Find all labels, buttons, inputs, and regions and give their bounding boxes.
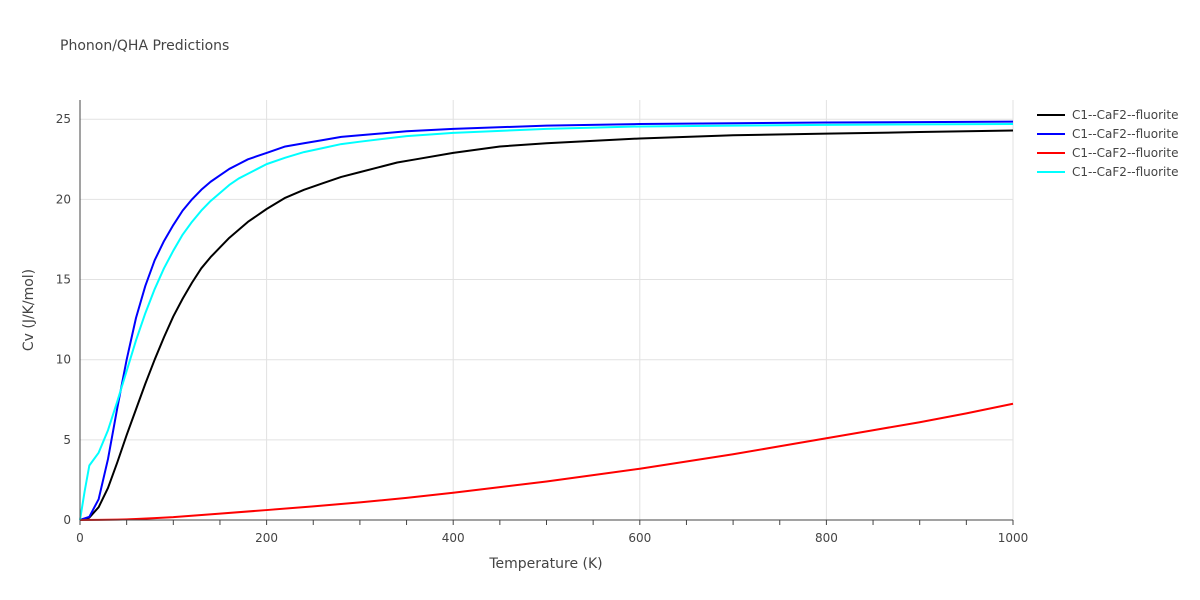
y-tick-label: 25 (56, 112, 71, 126)
legend-item-3[interactable]: C1--CaF2--fluorite (1037, 146, 1178, 160)
plot-area[interactable] (79, 120, 1014, 521)
legend-label: C1--CaF2--fluorite (1072, 127, 1178, 141)
x-tick-label: 200 (255, 531, 278, 545)
x-tick-label: 400 (442, 531, 465, 545)
y-tick-label: 20 (56, 192, 71, 206)
legend-item-1[interactable]: C1--CaF2--fluorite (1037, 108, 1178, 122)
x-tick-label: 1000 (998, 531, 1029, 545)
legend-label: C1--CaF2--fluorite (1072, 146, 1178, 160)
y-tick-label: 0 (63, 513, 71, 527)
x-tick-label: 800 (815, 531, 838, 545)
legend-item-2[interactable]: C1--CaF2--fluorite (1037, 127, 1178, 141)
x-tick-label: 0 (76, 531, 84, 545)
legend-label: C1--CaF2--fluorite (1072, 108, 1178, 122)
x-tick-label: 600 (628, 531, 651, 545)
legend[interactable]: C1--CaF2--fluorite C1--CaF2--fluorite C1--… (1037, 108, 1178, 179)
y-tick-label: 10 (56, 353, 71, 367)
chart-title: Phonon/QHA Predictions (60, 38, 229, 54)
grid-lines (80, 100, 1014, 520)
series-line-2[interactable] (79, 120, 1014, 521)
y-tick-label: 5 (63, 433, 71, 447)
y-tick-label: 15 (56, 273, 71, 287)
axes: 0 200 400 600 800 1000 0 5 10 15 20 25 (56, 100, 1029, 545)
legend-item-4[interactable]: C1--CaF2--fluorite (1037, 165, 1178, 179)
series-line-1[interactable] (79, 129, 1014, 521)
legend-label: C1--CaF2--fluorite (1072, 165, 1178, 179)
series-line-4[interactable] (79, 123, 1014, 521)
series-line-3[interactable] (79, 402, 1014, 521)
x-axis-title: Temperature (K) (488, 556, 602, 572)
y-axis-title: Cv (J/K/mol) (21, 269, 37, 351)
